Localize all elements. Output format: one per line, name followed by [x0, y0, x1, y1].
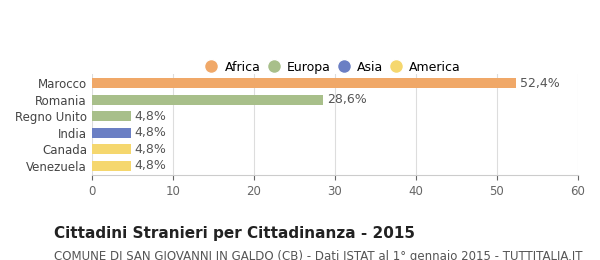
Text: 52,4%: 52,4%: [520, 77, 560, 90]
Bar: [92, 128, 131, 138]
Bar: [92, 111, 131, 121]
Text: 28,6%: 28,6%: [328, 93, 367, 106]
Text: 4,8%: 4,8%: [135, 126, 167, 139]
Text: 4,8%: 4,8%: [135, 159, 167, 172]
Bar: [92, 161, 131, 171]
Bar: [92, 144, 131, 154]
Text: COMUNE DI SAN GIOVANNI IN GALDO (CB) - Dati ISTAT al 1° gennaio 2015 - TUTTITALI: COMUNE DI SAN GIOVANNI IN GALDO (CB) - D…: [54, 250, 583, 260]
Text: Cittadini Stranieri per Cittadinanza - 2015: Cittadini Stranieri per Cittadinanza - 2…: [54, 226, 415, 241]
Bar: [92, 95, 323, 105]
Text: 4,8%: 4,8%: [135, 110, 167, 123]
Text: 4,8%: 4,8%: [135, 143, 167, 156]
Bar: [92, 78, 516, 88]
Legend: Africa, Europa, Asia, America: Africa, Europa, Asia, America: [205, 57, 465, 78]
